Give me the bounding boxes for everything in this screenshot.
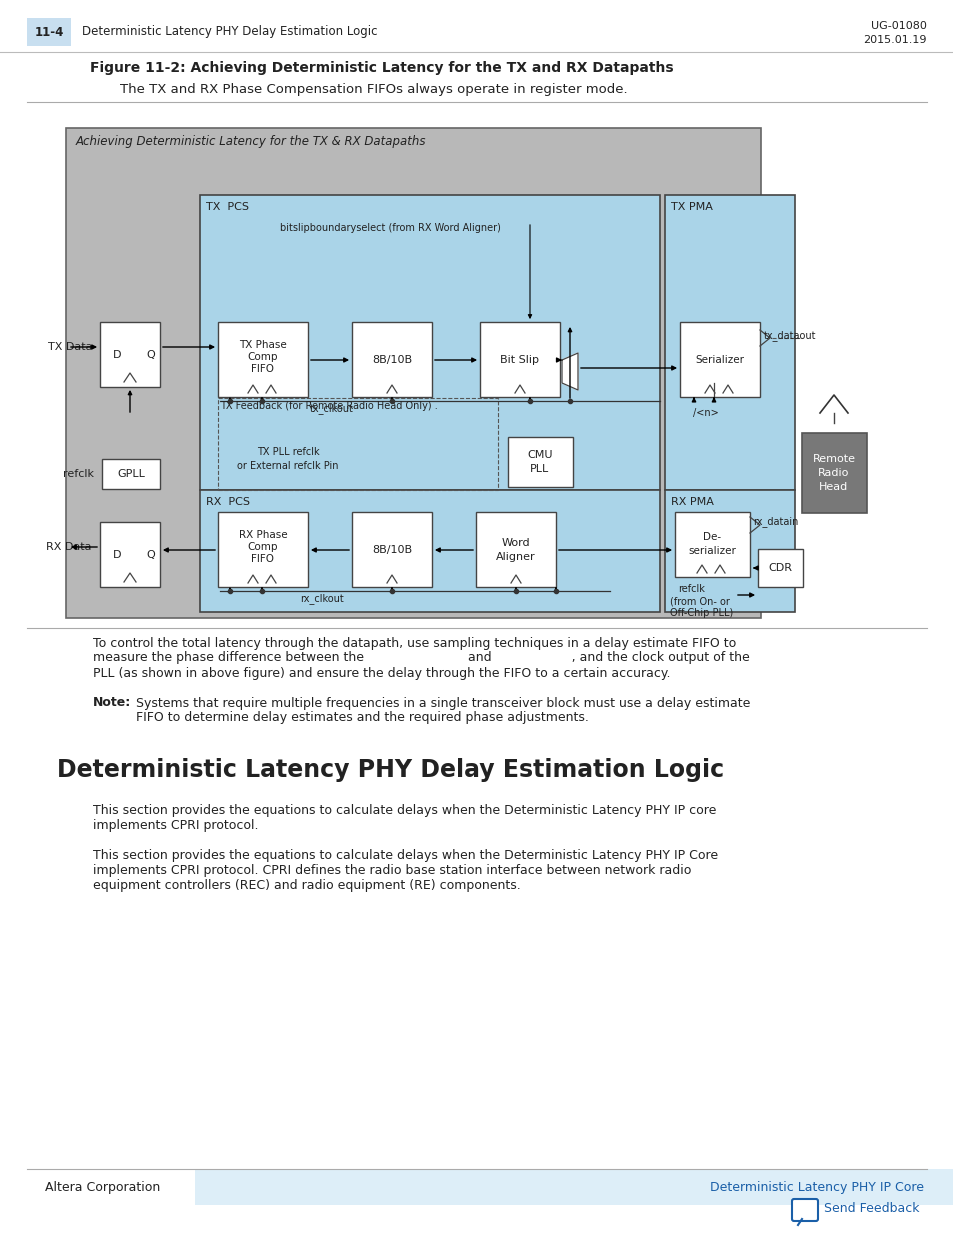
Text: Comp: Comp — [248, 352, 278, 362]
Text: /<n>: /<n> — [693, 408, 719, 417]
FancyBboxPatch shape — [479, 322, 559, 396]
Text: 2015.01.19: 2015.01.19 — [862, 35, 926, 44]
Text: 11-4: 11-4 — [34, 26, 64, 38]
FancyBboxPatch shape — [194, 1170, 953, 1205]
Text: TX Data: TX Data — [48, 342, 91, 352]
Text: PLL (as shown in above figure) and ensure the delay through the FIFO to a certai: PLL (as shown in above figure) and ensur… — [92, 667, 670, 679]
Text: FIFO to determine delay estimates and the required phase adjustments.: FIFO to determine delay estimates and th… — [136, 711, 588, 725]
FancyBboxPatch shape — [200, 195, 659, 490]
Text: RX Data: RX Data — [47, 542, 91, 552]
Text: Off-Chip PLL): Off-Chip PLL) — [669, 608, 733, 618]
Text: refclk: refclk — [63, 469, 94, 479]
Text: To control the total latency through the datapath, use sampling techniques in a : To control the total latency through the… — [92, 636, 736, 650]
Text: RX Phase: RX Phase — [238, 530, 287, 540]
Text: rx_datain: rx_datain — [752, 516, 798, 527]
Text: UG-01080: UG-01080 — [870, 21, 926, 31]
Text: This section provides the equations to calculate delays when the Deterministic L: This section provides the equations to c… — [92, 804, 716, 818]
Text: Comp: Comp — [248, 542, 278, 552]
Text: De-: De- — [702, 532, 720, 542]
Text: implements CPRI protocol.: implements CPRI protocol. — [92, 819, 258, 832]
FancyBboxPatch shape — [507, 437, 573, 487]
Text: This section provides the equations to calculate delays when the Deterministic L: This section provides the equations to c… — [92, 848, 718, 862]
FancyBboxPatch shape — [476, 513, 556, 587]
FancyBboxPatch shape — [675, 513, 749, 577]
Text: Deterministic Latency PHY IP Core: Deterministic Latency PHY IP Core — [709, 1181, 923, 1193]
Text: TX Feedback (for Remote Radio Head Only) .: TX Feedback (for Remote Radio Head Only)… — [220, 401, 437, 411]
Text: RX PMA: RX PMA — [670, 496, 713, 508]
Text: CMU: CMU — [527, 450, 552, 459]
Text: Achieving Deterministic Latency for the TX & RX Datapaths: Achieving Deterministic Latency for the … — [76, 136, 426, 148]
Text: refclk: refclk — [678, 584, 704, 594]
Text: or External refclk Pin: or External refclk Pin — [237, 461, 338, 471]
Text: Send Feedback: Send Feedback — [823, 1203, 919, 1215]
Text: Head: Head — [819, 482, 848, 492]
Text: Figure 11-2: Achieving Deterministic Latency for the TX and RX Datapaths: Figure 11-2: Achieving Deterministic Lat… — [90, 61, 673, 75]
Text: TX PLL refclk: TX PLL refclk — [256, 447, 319, 457]
Text: D: D — [112, 350, 121, 359]
Text: Q: Q — [146, 550, 154, 559]
Text: D: D — [112, 550, 121, 559]
Text: Deterministic Latency PHY Delay Estimation Logic: Deterministic Latency PHY Delay Estimati… — [57, 758, 723, 783]
Text: Q: Q — [146, 350, 154, 359]
FancyBboxPatch shape — [66, 128, 760, 618]
Text: rx_clkout: rx_clkout — [299, 594, 343, 604]
Text: equipment controllers (REC) and radio equipment (RE) components.: equipment controllers (REC) and radio eq… — [92, 879, 520, 892]
Text: RX  PCS: RX PCS — [206, 496, 250, 508]
Text: tx_dataout: tx_dataout — [763, 331, 816, 341]
Text: TX  PCS: TX PCS — [206, 203, 249, 212]
FancyBboxPatch shape — [352, 513, 432, 587]
Text: Radio: Radio — [818, 468, 849, 478]
Text: implements CPRI protocol. CPRI defines the radio base station interface between : implements CPRI protocol. CPRI defines t… — [92, 864, 691, 877]
Text: (from On- or: (from On- or — [669, 597, 729, 606]
FancyBboxPatch shape — [679, 322, 760, 396]
Text: measure the phase difference between the                          and           : measure the phase difference between the… — [92, 652, 749, 664]
Text: Aligner: Aligner — [496, 552, 536, 562]
Text: The TX and RX Phase Compensation FIFOs always operate in register mode.: The TX and RX Phase Compensation FIFOs a… — [120, 84, 627, 96]
FancyBboxPatch shape — [27, 19, 71, 46]
Text: serializer: serializer — [687, 546, 735, 556]
FancyBboxPatch shape — [758, 550, 802, 587]
FancyBboxPatch shape — [352, 322, 432, 396]
FancyBboxPatch shape — [801, 433, 866, 513]
Text: TX PMA: TX PMA — [670, 203, 712, 212]
FancyBboxPatch shape — [218, 322, 308, 396]
FancyBboxPatch shape — [102, 459, 160, 489]
Text: TX Phase: TX Phase — [239, 340, 287, 350]
Text: Bit Slip: Bit Slip — [500, 354, 539, 366]
Text: Note:: Note: — [92, 697, 132, 709]
Text: CDR: CDR — [767, 563, 791, 573]
FancyBboxPatch shape — [100, 322, 160, 387]
FancyBboxPatch shape — [664, 490, 794, 613]
Text: bitslipboundaryselect (from RX Word Aligner): bitslipboundaryselect (from RX Word Alig… — [279, 224, 500, 233]
Text: Serializer: Serializer — [695, 354, 743, 366]
Text: Word: Word — [501, 538, 530, 548]
FancyBboxPatch shape — [791, 1199, 817, 1221]
Text: 8B/10B: 8B/10B — [372, 354, 412, 366]
Text: FIFO: FIFO — [252, 555, 274, 564]
Text: Systems that require multiple frequencies in a single transceiver block must use: Systems that require multiple frequencie… — [136, 697, 750, 709]
Text: GPLL: GPLL — [117, 469, 145, 479]
Polygon shape — [561, 353, 578, 390]
FancyBboxPatch shape — [218, 513, 308, 587]
Text: PLL: PLL — [530, 464, 549, 474]
Text: tx_clkout: tx_clkout — [310, 404, 354, 415]
FancyBboxPatch shape — [100, 522, 160, 587]
Text: Remote: Remote — [812, 454, 855, 464]
Text: 8B/10B: 8B/10B — [372, 545, 412, 555]
Text: Altera Corporation: Altera Corporation — [45, 1181, 160, 1193]
Text: Deterministic Latency PHY Delay Estimation Logic: Deterministic Latency PHY Delay Estimati… — [82, 26, 377, 38]
FancyBboxPatch shape — [664, 195, 794, 490]
Text: FIFO: FIFO — [252, 364, 274, 374]
FancyBboxPatch shape — [200, 490, 659, 613]
